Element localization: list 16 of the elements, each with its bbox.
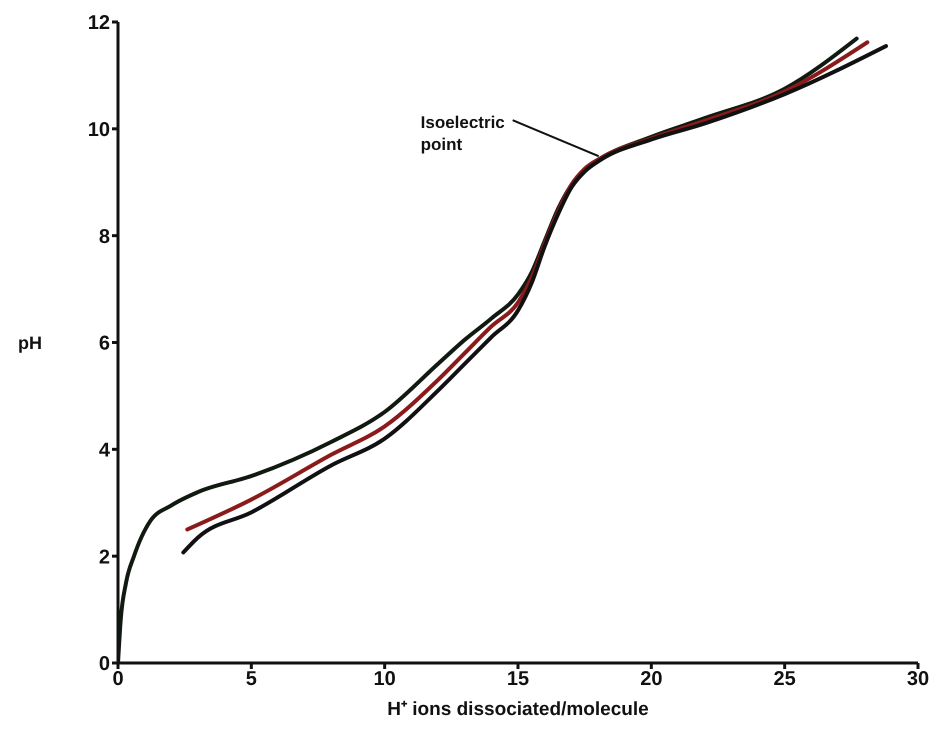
y-tick-label: 4: [98, 439, 111, 462]
annotation: Isoelectric point: [420, 113, 505, 154]
x-tick-label: 30: [906, 668, 930, 690]
x-axis-title: H⁺ ions dissociated/molecule: [387, 699, 649, 720]
y-tick-label: 2: [98, 546, 110, 568]
x-tick-label: 15: [506, 668, 530, 690]
y-tick-label: 8: [98, 226, 110, 248]
y-tick-label: 0: [98, 653, 110, 676]
y-tick-label: 6: [98, 332, 110, 355]
x-tick-label: 20: [640, 668, 662, 690]
y-tick-label: 12: [88, 12, 110, 34]
y-axis-title: pH: [18, 332, 42, 353]
x-tick-label: 25: [774, 668, 796, 690]
x-tick-label: 10: [374, 668, 396, 690]
y-tick-label: 10: [88, 118, 110, 141]
x-tick-label: 5: [246, 668, 257, 690]
